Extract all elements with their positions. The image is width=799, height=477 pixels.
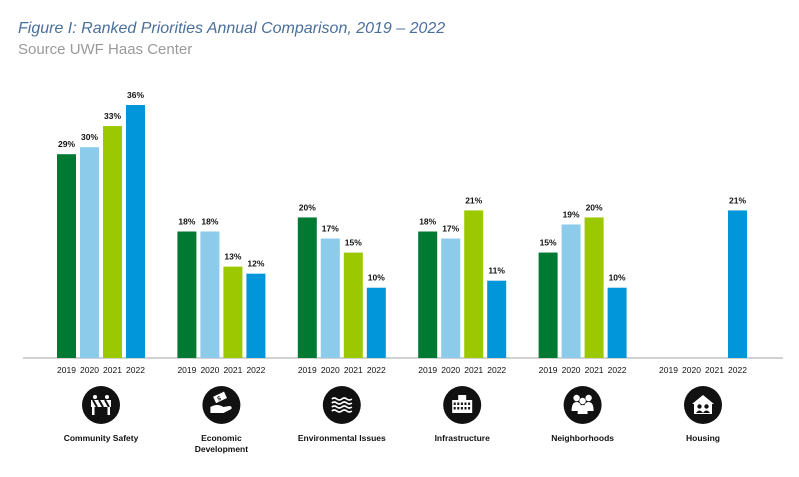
people-icon <box>563 386 602 424</box>
value-label: 11% <box>488 266 505 276</box>
bar-economic-development-2022 <box>246 273 266 358</box>
bar-economic-development-2020 <box>200 231 220 358</box>
value-label: 15% <box>345 238 362 248</box>
value-label: 10% <box>368 273 385 283</box>
bar-environmental-issues-2021 <box>343 252 363 358</box>
year-tick-label: 2019 <box>418 365 437 375</box>
value-label: 21% <box>465 195 482 205</box>
bar-neighborhoods-2019 <box>538 252 558 358</box>
svg-text:$: $ <box>217 396 223 403</box>
value-label: 21% <box>729 195 746 205</box>
category-label: Economic <box>201 433 242 443</box>
value-label: 17% <box>322 224 339 234</box>
year-tick-label: 2020 <box>321 365 340 375</box>
barrier-icon <box>82 386 120 424</box>
category-label: Neighborhoods <box>551 433 614 443</box>
value-label: 36% <box>127 90 144 100</box>
category-label: Community Safety <box>64 433 139 443</box>
value-label: 20% <box>586 202 603 212</box>
year-tick-label: 2021 <box>223 365 242 375</box>
year-tick-label: 2021 <box>464 365 483 375</box>
bar-community-safety-2019 <box>57 154 76 358</box>
year-tick-label: 2019 <box>177 365 196 375</box>
bar-infrastructure-2021 <box>464 210 484 358</box>
hand-money-icon: $ <box>202 386 241 424</box>
bar-environmental-issues-2022 <box>366 287 386 358</box>
chart-title: Figure I: Ranked Priorities Annual Compa… <box>18 20 446 37</box>
value-label: 19% <box>563 209 580 219</box>
category-label: Environmental Issues <box>298 433 386 443</box>
year-tick-label: 2020 <box>441 365 460 375</box>
year-tick-label: 2020 <box>682 365 701 375</box>
year-tick-label: 2022 <box>246 365 265 375</box>
year-tick-label: 2022 <box>367 365 386 375</box>
house-icon <box>684 386 722 424</box>
value-label: 33% <box>104 111 121 121</box>
category-label: Infrastructure <box>435 433 491 443</box>
value-label: 17% <box>442 224 459 234</box>
value-label: 18% <box>419 217 436 227</box>
value-label: 10% <box>609 273 626 283</box>
category-label: Housing <box>686 433 720 443</box>
bar-infrastructure-2022 <box>487 280 507 358</box>
bar-housing-2022 <box>728 210 747 358</box>
year-tick-label: 2021 <box>344 365 363 375</box>
year-tick-label: 2022 <box>126 365 145 375</box>
bar-economic-development-2019 <box>177 231 197 358</box>
year-tick-label: 2019 <box>298 365 317 375</box>
year-tick-label: 2019 <box>539 365 558 375</box>
year-tick-label: 2021 <box>103 365 122 375</box>
year-tick-label: 2020 <box>80 365 99 375</box>
bar-environmental-issues-2020 <box>320 238 340 358</box>
year-tick-label: 2019 <box>659 365 678 375</box>
bar-economic-development-2021 <box>223 266 243 358</box>
value-label: 29% <box>58 139 75 149</box>
category-label: Development <box>195 444 249 454</box>
year-tick-label: 2022 <box>728 365 747 375</box>
bar-infrastructure-2019 <box>418 231 438 358</box>
year-tick-label: 2021 <box>585 365 604 375</box>
year-tick-label: 2021 <box>705 365 724 375</box>
value-label: 12% <box>247 259 264 269</box>
chart-subtitle: Source UWF Haas Center <box>18 41 193 58</box>
bar-neighborhoods-2022 <box>607 287 627 358</box>
value-label: 30% <box>81 132 98 142</box>
value-label: 18% <box>178 217 195 227</box>
bar-environmental-issues-2019 <box>297 217 317 358</box>
bar-community-safety-2022 <box>126 105 145 358</box>
bar-neighborhoods-2020 <box>561 224 581 358</box>
value-label: 20% <box>299 202 316 212</box>
value-label: 13% <box>224 252 241 262</box>
year-tick-label: 2019 <box>57 365 76 375</box>
year-tick-label: 2022 <box>608 365 627 375</box>
value-label: 15% <box>540 238 557 248</box>
year-tick-label: 2022 <box>487 365 506 375</box>
building-icon <box>443 386 482 424</box>
bar-community-safety-2021 <box>103 126 122 358</box>
bar-neighborhoods-2021 <box>584 217 604 358</box>
year-tick-label: 2020 <box>200 365 219 375</box>
waves-icon <box>322 386 361 424</box>
bar-community-safety-2020 <box>80 147 99 358</box>
value-label: 18% <box>201 217 218 227</box>
bar-infrastructure-2020 <box>441 238 461 358</box>
year-tick-label: 2020 <box>562 365 581 375</box>
